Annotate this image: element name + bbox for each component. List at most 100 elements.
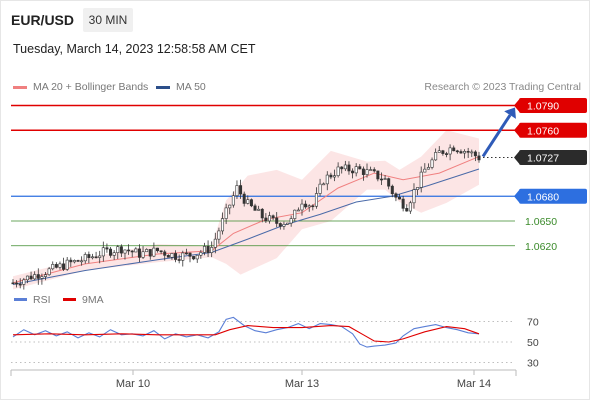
projection-arrow xyxy=(481,107,516,158)
candle xyxy=(311,204,315,211)
candle-body xyxy=(311,205,315,208)
candle xyxy=(376,170,380,182)
candle xyxy=(94,251,98,259)
time-tick-label: Mar 13 xyxy=(285,378,319,390)
candle xyxy=(224,203,228,225)
candle-body xyxy=(452,147,456,152)
candle-body xyxy=(394,193,398,198)
candle-body xyxy=(18,283,22,286)
candle xyxy=(206,240,210,258)
rsi-panel: 70 50 30 xyxy=(11,317,539,370)
rsi-legend-label: RSI xyxy=(33,294,51,306)
candles xyxy=(11,144,481,290)
ma9-legend-label: 9MA xyxy=(82,294,104,306)
candle xyxy=(289,215,293,227)
legend-label-ma20: MA 20 + Bollinger Bands xyxy=(33,81,149,93)
candle xyxy=(260,208,264,223)
candle xyxy=(343,160,347,172)
candle xyxy=(437,146,441,153)
rsi-tick-label: 70 xyxy=(527,317,539,329)
candle-body xyxy=(369,169,373,171)
candle-body xyxy=(141,251,145,258)
pivot-label-bg xyxy=(519,188,587,204)
candle-body xyxy=(307,205,311,208)
candle-body xyxy=(242,193,246,204)
candle xyxy=(249,198,253,208)
candle-body xyxy=(11,282,15,285)
candle xyxy=(455,149,459,154)
candle xyxy=(192,255,196,261)
candle-body xyxy=(401,198,405,209)
candle-body xyxy=(184,252,188,255)
candle-body xyxy=(329,174,333,178)
candle xyxy=(426,163,430,170)
timeframe-badge[interactable]: 30 MIN xyxy=(83,8,133,32)
candle xyxy=(275,212,279,228)
candle-body xyxy=(253,205,257,211)
research-credit: Research © 2023 Trading Central xyxy=(424,81,581,93)
candle xyxy=(188,252,192,263)
candle xyxy=(112,250,116,260)
timestamp: Tuesday, March 14, 2023 12:58:58 AM CET xyxy=(13,42,256,56)
candle xyxy=(65,256,69,271)
candle-body xyxy=(408,202,412,212)
candle-body xyxy=(300,203,304,211)
candle-body xyxy=(47,268,51,276)
candle-body xyxy=(202,246,206,253)
candle-body xyxy=(36,274,40,279)
candle xyxy=(333,169,337,182)
candle xyxy=(231,191,235,208)
candle xyxy=(47,266,51,276)
candle-body xyxy=(333,175,337,178)
candle-body xyxy=(148,249,152,257)
candle xyxy=(408,200,412,214)
candle xyxy=(459,149,463,154)
rsi-tick-label: 30 xyxy=(527,358,539,370)
candle-body xyxy=(444,153,448,155)
candle-body xyxy=(155,247,159,252)
candle xyxy=(383,175,387,180)
candle-body xyxy=(29,275,33,280)
candle xyxy=(210,241,214,258)
candle xyxy=(141,246,145,259)
candle xyxy=(109,246,113,258)
candle-body xyxy=(206,246,210,253)
candle xyxy=(463,149,467,159)
candle-body xyxy=(239,185,243,195)
candle xyxy=(44,271,48,281)
pivot-label-pointer xyxy=(514,190,519,203)
candle-body xyxy=(58,263,62,268)
candle xyxy=(98,250,102,264)
rsi-legend: RSI 9MA xyxy=(14,294,104,306)
candle xyxy=(304,200,308,209)
candle-body xyxy=(116,246,120,253)
candle-body xyxy=(376,170,380,180)
rsi-tick-label: 50 xyxy=(527,337,539,349)
candle xyxy=(405,204,409,212)
candle xyxy=(40,273,44,285)
candle-body xyxy=(322,183,326,186)
candle-body xyxy=(405,208,409,212)
candle xyxy=(242,191,246,207)
candle-body xyxy=(62,263,66,270)
candle xyxy=(184,248,188,255)
projection-arrow-shaft xyxy=(481,114,512,158)
candle-body xyxy=(80,260,84,263)
candle-body xyxy=(188,252,192,257)
price-labels: 1.0790 1.0760 1.0727 1.0680 1.0650 1.0620 xyxy=(514,98,587,253)
candle-body xyxy=(293,209,297,219)
candle-body xyxy=(51,264,55,270)
support-label: 1.0650 xyxy=(525,216,557,228)
candle xyxy=(434,148,438,161)
resistance-label: 1.0760 xyxy=(527,125,559,137)
candle xyxy=(379,172,383,185)
candle-body xyxy=(94,256,98,259)
current-price-label-bg xyxy=(519,149,587,165)
candle xyxy=(105,243,109,253)
candle xyxy=(22,277,26,290)
candle-body xyxy=(340,166,344,170)
time-tick-label: Mar 14 xyxy=(457,378,491,390)
candle xyxy=(470,149,474,157)
candle-body xyxy=(437,150,441,153)
candle-body xyxy=(15,282,19,285)
